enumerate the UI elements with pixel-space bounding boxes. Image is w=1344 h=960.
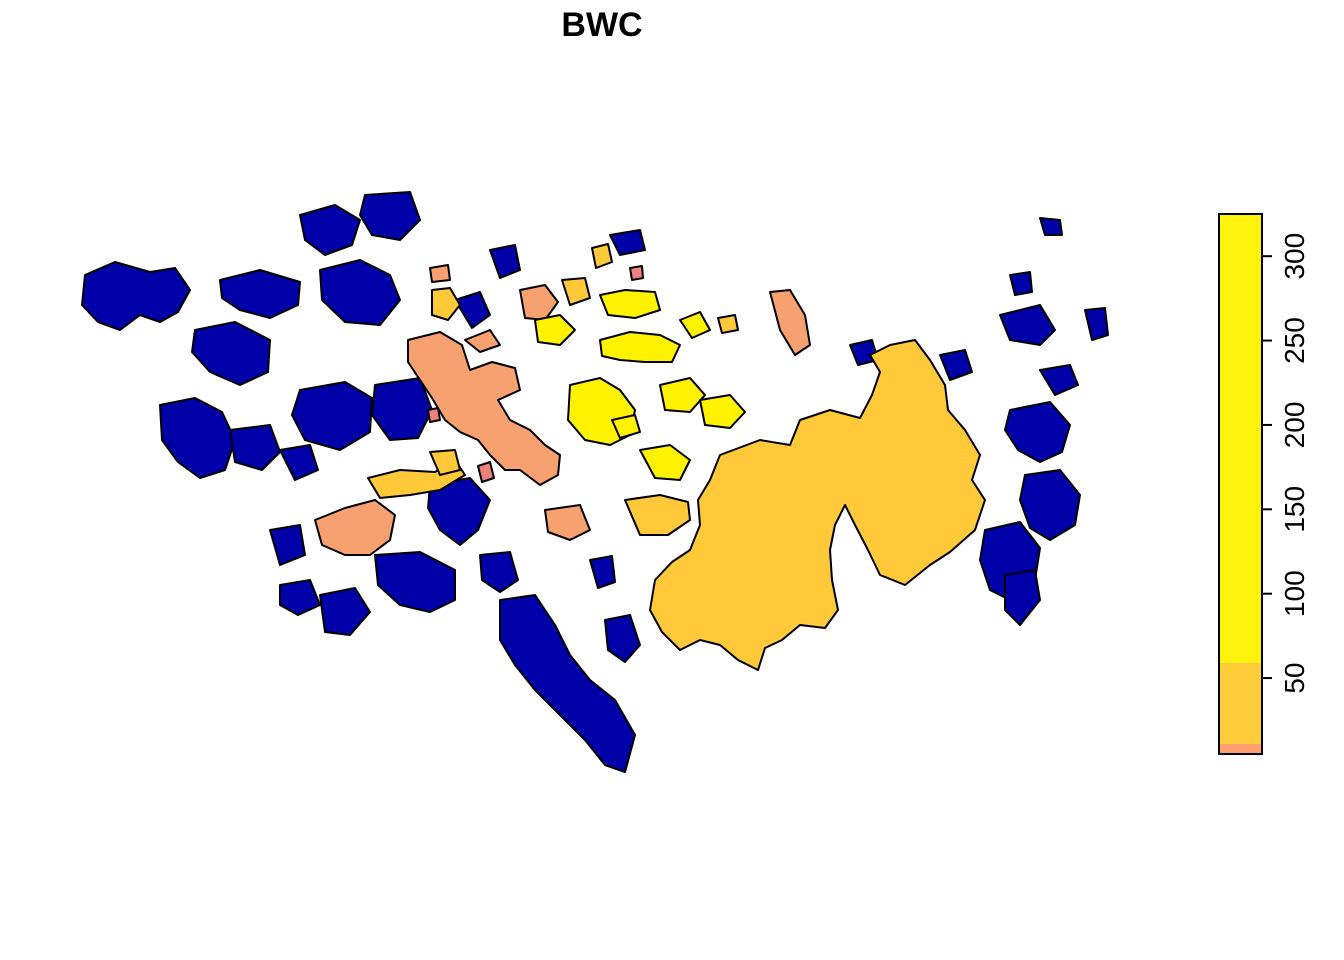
region-orange-8 [429, 449, 461, 476]
legend-ticks: 50 100 150 200 250 300 [1262, 233, 1310, 694]
map-title: BWC [561, 6, 643, 44]
region-blue-center-3 [479, 551, 519, 593]
region-blue-sw-3 [319, 587, 371, 636]
legend-border [1218, 213, 1263, 755]
region-blue-north-2 [359, 191, 421, 241]
legend-band-0 [1219, 743, 1262, 754]
region-pink-1 [477, 461, 495, 483]
region-salmon-3 [519, 284, 559, 321]
region-yellow-8 [679, 311, 711, 339]
region-orange-6 [624, 494, 691, 536]
region-blue-mid-2 [371, 377, 433, 441]
region-blue-mid-4 [279, 444, 319, 481]
legend-tick-label: 300 [1279, 233, 1310, 280]
region-blue-ne-1 [939, 349, 973, 381]
legend-band-2 [1219, 214, 1262, 663]
region-yellow-4 [534, 314, 576, 346]
region-blue-east-8 [1009, 271, 1033, 296]
region-blue-east-6 [1084, 307, 1109, 341]
legend-band-1 [1219, 662, 1262, 744]
legend: 50 100 150 200 250 300 [1218, 213, 1310, 755]
region-blue-north-1 [299, 204, 361, 256]
region-blue-center-2 [374, 551, 456, 613]
region-salmon-2 [314, 499, 396, 556]
region-pink-3 [427, 407, 441, 423]
yellow-regions [534, 289, 746, 481]
salmon-regions [314, 264, 811, 556]
region-orange-big-1 [649, 339, 986, 671]
region-salmon-5 [769, 289, 811, 356]
region-blue-north-4 [454, 291, 491, 329]
blue-regions [81, 191, 1109, 773]
region-orange-4 [561, 277, 591, 306]
region-blue-north-3 [319, 259, 401, 326]
legend-tick-label: 200 [1279, 402, 1310, 449]
region-blue-west-1 [81, 261, 191, 331]
region-blue-east-1 [1004, 401, 1071, 463]
region-blue-north-6 [609, 229, 646, 256]
region-blue-east-9 [1039, 217, 1063, 236]
region-blue-north-5 [489, 244, 521, 279]
region-blue-center-4 [589, 555, 616, 589]
region-orange-3 [431, 287, 461, 321]
region-pink-2 [629, 265, 644, 281]
region-yellow-2 [599, 289, 661, 319]
region-salmon-4 [544, 504, 591, 541]
region-salmon-7 [464, 329, 501, 353]
pink-regions [427, 265, 644, 483]
region-salmon-6 [429, 264, 451, 283]
region-yellow-5 [659, 377, 706, 413]
legend-bands [1219, 214, 1262, 754]
region-blue-tail-1 [499, 594, 636, 773]
region-yellow-7 [699, 394, 746, 429]
map-regions [81, 191, 1109, 773]
region-blue-east-5 [999, 304, 1056, 346]
legend-tick-label: 50 [1279, 662, 1310, 693]
orange-regions [367, 243, 986, 671]
legend-tick-label: 100 [1279, 570, 1310, 617]
region-blue-east-2 [1019, 469, 1081, 541]
region-blue-west-3 [191, 321, 271, 386]
region-yellow-1 [599, 331, 681, 363]
region-yellow-9 [611, 414, 641, 439]
region-blue-sw-1 [269, 524, 306, 566]
region-orange-5 [591, 243, 613, 269]
region-blue-east-4 [1004, 569, 1041, 626]
legend-tick-label: 250 [1279, 317, 1310, 364]
region-blue-west-4 [219, 269, 301, 319]
region-blue-center-1 [427, 477, 491, 546]
region-blue-mid-3 [229, 424, 281, 471]
region-blue-tail-2 [604, 614, 641, 663]
region-yellow-6 [639, 444, 691, 481]
region-orange-7 [717, 314, 739, 334]
legend-tick-label: 150 [1279, 486, 1310, 533]
region-blue-mid-1 [291, 381, 373, 451]
region-salmon-1 [407, 331, 561, 486]
region-blue-east-7 [1039, 364, 1079, 396]
region-blue-sw-2 [279, 579, 321, 616]
region-blue-west-2 [159, 397, 236, 479]
